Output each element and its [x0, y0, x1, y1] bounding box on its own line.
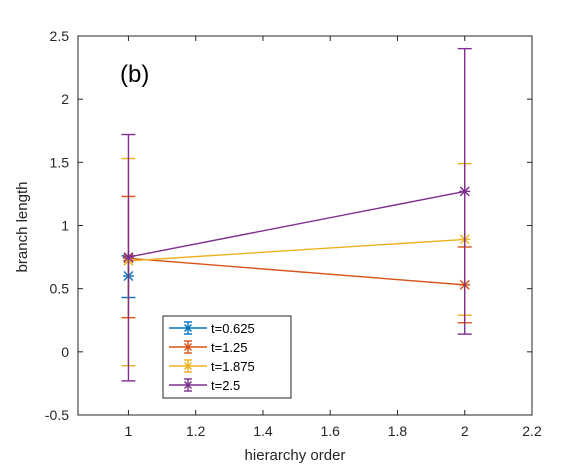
series-t-1-25	[121, 195, 472, 324]
y-tick-label: 2	[61, 91, 69, 107]
y-axis-label: branch length	[14, 182, 31, 273]
legend-marker	[184, 324, 192, 332]
x-tick-label: 1.6	[320, 423, 340, 439]
series-line	[128, 257, 465, 286]
legend-label: t=1.875	[211, 359, 255, 374]
x-tick-label: 2	[461, 423, 469, 439]
data-point-marker	[459, 185, 471, 197]
x-tick-label: 1.8	[388, 423, 408, 439]
y-axis-ticks: -0.5 0 0.5 1 1.5 2 2.5	[45, 28, 532, 423]
x-axis-ticks: 1 1.2 1.4 1.6 1.8 2 2.2	[125, 36, 542, 439]
legend-label: t=2.5	[211, 378, 240, 393]
x-tick-label: 2.2	[522, 423, 542, 439]
y-tick-label: 1	[61, 218, 69, 234]
y-tick-label: -0.5	[45, 407, 69, 423]
x-tick-label: 1.4	[253, 423, 273, 439]
legend-entry: t=2.5	[169, 378, 240, 393]
legend-marker	[184, 381, 192, 389]
legend-label: t=0.625	[211, 321, 255, 336]
y-tick-label: 1.5	[50, 154, 70, 170]
y-tick-label: 0.5	[50, 281, 70, 297]
series-t-2-5	[121, 47, 472, 382]
legend-entry: t=1.875	[169, 359, 255, 374]
legend-marker	[184, 343, 192, 351]
legend-marker	[184, 362, 192, 370]
series-line	[128, 190, 465, 258]
data-point-marker	[122, 251, 134, 263]
legend-label: t=1.25	[211, 340, 248, 355]
series-layer	[121, 47, 472, 382]
y-tick-label: 0	[61, 344, 69, 360]
y-tick-label: 2.5	[50, 28, 70, 44]
legend-entry: t=1.25	[169, 340, 248, 355]
x-tick-label: 1	[125, 423, 133, 439]
panel-label: (b)	[120, 61, 149, 88]
legend: t=0.625 t=1.25 t=1.875 t=2.5	[162, 315, 292, 399]
x-tick-label: 1.2	[186, 423, 206, 439]
axes-box	[77, 35, 533, 416]
legend-entry: t=0.625	[169, 321, 255, 336]
series-line	[128, 238, 465, 262]
x-axis-label: hierarchy order	[245, 447, 346, 464]
plot-frame	[77, 35, 533, 416]
